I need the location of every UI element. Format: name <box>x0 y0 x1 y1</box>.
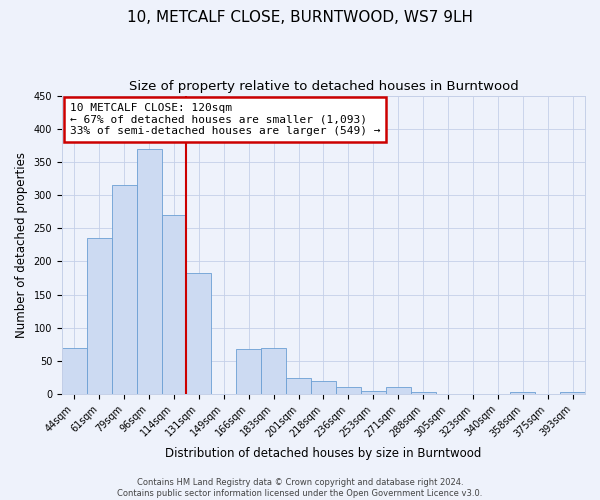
Text: Contains HM Land Registry data © Crown copyright and database right 2024.
Contai: Contains HM Land Registry data © Crown c… <box>118 478 482 498</box>
Bar <box>261 348 286 394</box>
Bar <box>137 148 161 394</box>
Bar <box>386 386 410 394</box>
Bar <box>560 392 585 394</box>
Bar <box>87 238 112 394</box>
X-axis label: Distribution of detached houses by size in Burntwood: Distribution of detached houses by size … <box>165 447 482 460</box>
Bar <box>510 392 535 394</box>
Bar <box>236 349 261 394</box>
Bar <box>161 215 187 394</box>
Bar <box>112 185 137 394</box>
Text: 10 METCALF CLOSE: 120sqm
← 67% of detached houses are smaller (1,093)
33% of sem: 10 METCALF CLOSE: 120sqm ← 67% of detach… <box>70 103 380 136</box>
Bar <box>62 348 87 394</box>
Title: Size of property relative to detached houses in Burntwood: Size of property relative to detached ho… <box>128 80 518 93</box>
Y-axis label: Number of detached properties: Number of detached properties <box>15 152 28 338</box>
Bar <box>311 381 336 394</box>
Bar <box>336 388 361 394</box>
Bar <box>187 272 211 394</box>
Text: 10, METCALF CLOSE, BURNTWOOD, WS7 9LH: 10, METCALF CLOSE, BURNTWOOD, WS7 9LH <box>127 10 473 25</box>
Bar <box>286 378 311 394</box>
Bar <box>410 392 436 394</box>
Bar <box>361 390 386 394</box>
